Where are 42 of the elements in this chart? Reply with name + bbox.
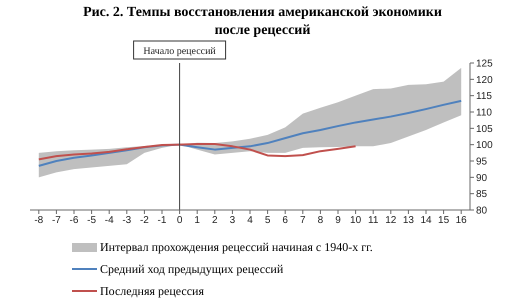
- x-tick-label: 12: [385, 215, 397, 226]
- y-tick-label: 115: [476, 91, 492, 102]
- text: Интервал прохождения рецессий начиная с 1940-х гг.: [100, 240, 373, 254]
- line-series: [38, 100, 462, 167]
- x-tick-label: 3: [230, 215, 236, 226]
- line-series: [38, 143, 357, 160]
- x-tick-label: 16: [456, 215, 468, 226]
- y-tick-label: 125: [476, 58, 494, 70]
- x-tick-label: 15: [438, 215, 450, 226]
- chart-title: Рис. 2. Темпы восстановления американской экономики после рецессий: [82, 4, 442, 40]
- x-tick-label: 7: [300, 215, 306, 226]
- x-tick-label: -1: [158, 215, 167, 226]
- y-tick-label: 90: [476, 172, 488, 184]
- x-tick-label: -8: [34, 215, 44, 226]
- y-tick-label: 85: [476, 189, 488, 200]
- x-tick-label: 5: [264, 215, 271, 226]
- x-tick-label: 4: [247, 215, 254, 226]
- y-tick-label: 120: [476, 74, 494, 86]
- y-tick-label: 100: [476, 140, 494, 152]
- legend-label: Средний ход предыдущих рецессий: [100, 262, 284, 276]
- x-tick-label: 8: [318, 215, 324, 226]
- x-tick-label: 10: [350, 215, 362, 226]
- x-tick-label: 1: [194, 215, 200, 226]
- x-tick-label: 6: [282, 215, 288, 226]
- y-tick-label: 80: [476, 206, 488, 217]
- y-tick-label: 95: [476, 156, 488, 168]
- x-tick-label: 9: [335, 215, 342, 226]
- x-tick-label: -6: [70, 215, 79, 226]
- y-tick-label: 110: [476, 108, 492, 119]
- x-tick-label: 14: [420, 215, 432, 226]
- y-tick-label: 105: [476, 124, 494, 135]
- x-tick-label: -2: [140, 215, 150, 226]
- ref-line-label: Начало рецессий: [143, 46, 216, 57]
- x-tick-label: -4: [104, 215, 114, 226]
- legend-label: Последняя рецессия: [100, 284, 204, 298]
- x-tick-label: -5: [87, 215, 96, 226]
- x-tick-label: 11: [368, 215, 379, 226]
- x-tick-label: 0: [176, 215, 183, 226]
- x-tick-label: 2: [212, 215, 218, 226]
- x-tick-label: -7: [52, 215, 62, 226]
- x-tick-label: 13: [402, 215, 414, 226]
- x-tick-label: -3: [122, 215, 132, 226]
